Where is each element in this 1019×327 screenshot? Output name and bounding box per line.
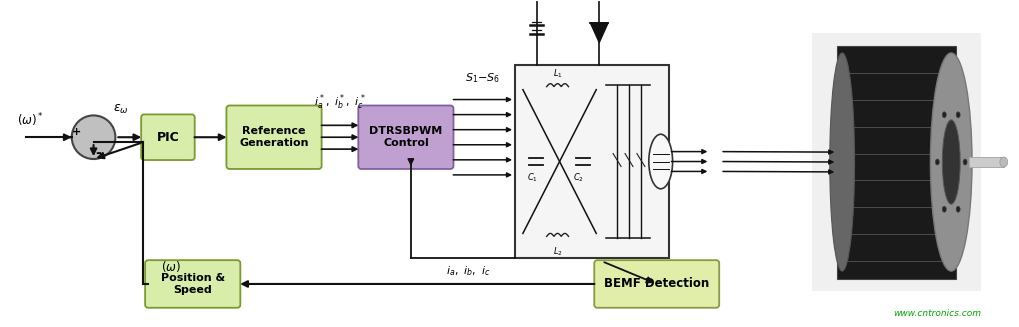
Text: $\varepsilon_\omega$: $\varepsilon_\omega$: [113, 103, 129, 116]
Text: $i_a,\ i_b,\ i_c$: $i_a,\ i_b,\ i_c$: [445, 264, 489, 278]
Ellipse shape: [942, 112, 946, 118]
FancyBboxPatch shape: [145, 260, 240, 308]
Ellipse shape: [828, 53, 854, 271]
Text: PIC: PIC: [156, 131, 179, 144]
Text: $C_1$: $C_1$: [526, 171, 537, 184]
Text: Position &
Speed: Position & Speed: [161, 273, 224, 295]
Ellipse shape: [955, 112, 959, 118]
Bar: [968, 157, 1003, 167]
Text: $L_1$: $L_1$: [552, 67, 561, 80]
Text: $(\omega)$: $(\omega)$: [161, 259, 180, 274]
FancyBboxPatch shape: [226, 106, 321, 169]
Ellipse shape: [942, 120, 959, 204]
Ellipse shape: [929, 53, 971, 271]
FancyBboxPatch shape: [358, 106, 453, 169]
FancyBboxPatch shape: [594, 260, 718, 308]
Text: $i_a^*,\ i_b^*,\ i_c^*$: $i_a^*,\ i_b^*,\ i_c^*$: [314, 93, 366, 112]
Bar: [837, 45, 955, 279]
Ellipse shape: [648, 134, 672, 189]
Text: BEMF Detection: BEMF Detection: [603, 278, 708, 290]
Bar: [811, 33, 980, 291]
Ellipse shape: [942, 206, 946, 212]
Ellipse shape: [955, 206, 959, 212]
Text: -: -: [96, 146, 101, 160]
Ellipse shape: [71, 115, 115, 159]
Text: www.cntronics.com: www.cntronics.com: [892, 309, 980, 318]
Text: $C_2$: $C_2$: [573, 171, 584, 184]
Polygon shape: [590, 23, 607, 43]
Bar: [515, 65, 668, 258]
FancyBboxPatch shape: [141, 114, 195, 160]
Text: DTRSBPWM
Control: DTRSBPWM Control: [369, 127, 442, 148]
Text: +: +: [72, 127, 82, 137]
Text: $(\omega)^*$: $(\omega)^*$: [17, 112, 44, 129]
Text: $L_2$: $L_2$: [552, 245, 561, 258]
Text: $S_1\mathrm{-}S_6$: $S_1\mathrm{-}S_6$: [465, 71, 499, 85]
Ellipse shape: [999, 157, 1007, 167]
Ellipse shape: [934, 159, 938, 165]
Ellipse shape: [962, 159, 966, 165]
Text: Reference
Generation: Reference Generation: [239, 127, 309, 148]
